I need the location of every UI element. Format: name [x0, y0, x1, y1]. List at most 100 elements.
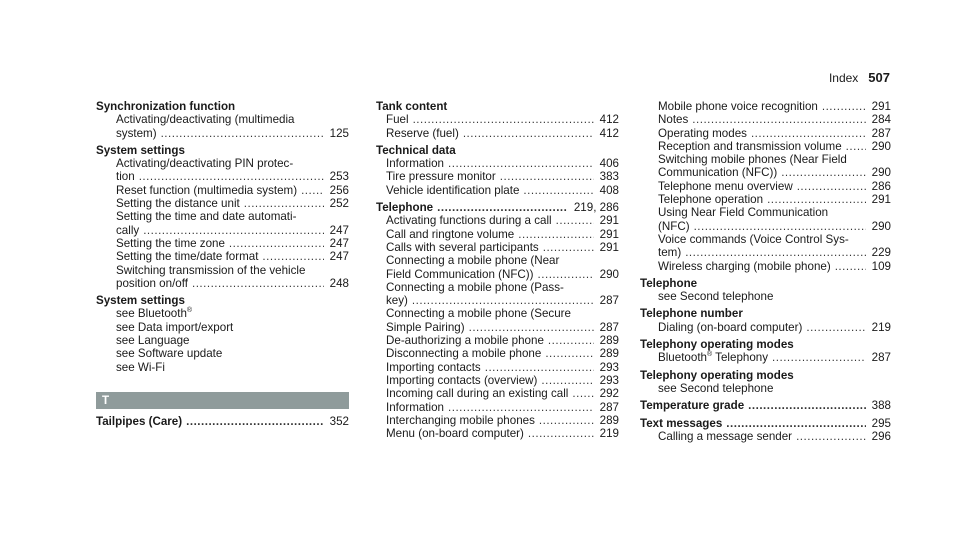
index-heading: Telephone: [640, 277, 891, 290]
entry-label: Activating functions during a call: [386, 214, 552, 228]
index-entry: Voice commands (Voice Control Sys-: [640, 233, 891, 246]
entry-text: Setting the time and date automati-: [116, 210, 296, 223]
entry-label: Activating/deactivating (multimedia: [116, 113, 295, 127]
entry-text: Field Communication (NFC)): [386, 268, 534, 281]
entry-text: Telephone: [640, 277, 697, 290]
page-reference: 352: [329, 414, 349, 428]
page-reference: 219, 286: [573, 201, 619, 215]
entry-label: Activating/deactivating PIN protec-: [116, 157, 294, 171]
entry-text: Setting the time/date format: [116, 250, 258, 263]
entry-label: Technical data: [376, 143, 456, 157]
page-reference: 284: [871, 113, 891, 127]
index-column-1: Synchronization function Activating/deact…: [96, 100, 349, 428]
dot-leader: [448, 401, 594, 414]
index-entry: key) 287: [376, 294, 619, 307]
page-reference: 247: [329, 223, 349, 237]
index-heading: Technical data: [376, 144, 619, 157]
index-entry: (NFC) 290: [640, 220, 891, 233]
page-reference: 248: [329, 276, 349, 290]
entry-text: Bluetooth® Telephony: [658, 351, 768, 364]
entry-label: Mobile phone voice recognition: [658, 100, 818, 113]
index-heading: Tank content: [376, 100, 619, 113]
entry-text: Voice commands (Voice Control Sys-: [658, 233, 849, 246]
page-reference: 291: [871, 100, 891, 113]
index-entry: Activating functions during a call 291: [376, 214, 619, 227]
page-reference: 412: [599, 113, 619, 127]
page-reference: 286: [871, 179, 891, 193]
entry-label: Notes: [658, 113, 689, 127]
entry-text: see Second telephone: [658, 290, 773, 303]
entry-text: Temperature grade: [640, 399, 744, 412]
dot-leader: [772, 351, 866, 364]
entry-text: Interchanging mobile phones: [386, 414, 535, 427]
index-entry: Fuel 412: [376, 113, 619, 126]
dot-leader: [548, 334, 594, 347]
index-entry: see Bluetooth®: [96, 307, 349, 320]
entry-text: Connecting a mobile phone (Pass-: [386, 281, 564, 294]
entry-text: De-authorizing a mobile phone: [386, 334, 544, 347]
page-reference: 289: [599, 413, 619, 427]
index-entry: Telephone menu overview 286: [640, 180, 891, 193]
index-entry: Tire pressure monitor 383: [376, 170, 619, 183]
entry-label: Telephone operation: [658, 193, 764, 207]
page-reference: 287: [599, 294, 619, 308]
entry-text: tem): [658, 246, 681, 259]
entry-text: system): [116, 127, 157, 140]
entry-label: Importing contacts (overview): [386, 373, 538, 387]
index-entry: see Wi-Fi: [96, 361, 349, 374]
entry-label: Wireless charging (mobile phone): [658, 259, 831, 273]
dot-leader: [685, 246, 865, 259]
index-entry: Bluetooth® Telephony 287: [640, 351, 891, 364]
dot-leader: [469, 321, 594, 334]
entry-label: System settings: [96, 143, 185, 157]
page-reference: 247: [329, 250, 349, 264]
page-reference: 293: [599, 360, 619, 374]
index-entry: Activating/deactivating PIN protec-: [96, 157, 349, 170]
entry-label: cally: [116, 223, 140, 237]
entry-label: Setting the distance unit: [116, 197, 240, 211]
index-entry: Call and ringtone volume 291: [376, 228, 619, 241]
dot-leader: [541, 374, 593, 387]
entry-text: Telephony operating modes: [640, 338, 794, 351]
entry-text: Connecting a mobile phone (Near: [386, 254, 559, 267]
index-entry: see Language: [96, 334, 349, 347]
index-heading: Telephony operating modes: [640, 338, 891, 351]
index-entry: Reserve (fuel) 412: [376, 127, 619, 140]
index-entry: position on/off 248: [96, 277, 349, 290]
entry-text: Setting the time zone: [116, 237, 225, 250]
index-entry: Simple Pairing) 287: [376, 321, 619, 334]
dot-leader: [748, 399, 865, 412]
index-heading: Telephony operating modes: [640, 369, 891, 382]
entry-text: Text messages: [640, 417, 722, 430]
entry-text: cally: [116, 224, 139, 237]
entry-label: Setting the time/date format: [116, 250, 259, 264]
entry-label: Field Communication (NFC)): [386, 267, 534, 281]
dot-leader: [523, 184, 593, 197]
entry-label: see Second telephone: [658, 290, 774, 304]
index-entry: Field Communication (NFC)) 290: [376, 268, 619, 281]
entry-text: Information: [386, 157, 444, 170]
page-reference: 296: [871, 429, 891, 443]
entry-label: System settings: [96, 294, 185, 308]
index-entry: tion 253: [96, 170, 349, 183]
entry-text: System settings: [96, 144, 185, 157]
entry-label: see Data import/export: [116, 320, 234, 334]
entry-text: Setting the distance unit: [116, 197, 240, 210]
entry-text: Tire pressure monitor: [386, 170, 496, 183]
dot-leader: [751, 127, 866, 140]
page-reference: 247: [329, 236, 349, 250]
index-entry: see Data import/export: [96, 321, 349, 334]
page-reference: 287: [599, 400, 619, 414]
dot-leader: [229, 237, 324, 250]
entry-label: Information: [386, 157, 444, 171]
entry-label: see Second telephone: [658, 381, 774, 395]
entry-label: Vehicle identification plate: [386, 183, 520, 197]
entry-text: Telephony operating modes: [640, 369, 794, 382]
page-reference: 219: [599, 427, 619, 441]
dot-leader: [556, 214, 594, 227]
entry-label: Using Near Field Communication: [658, 206, 829, 220]
entry-text: Reset function (multimedia system): [116, 184, 297, 197]
entry-text: position on/off: [116, 277, 188, 290]
index-entry: see Software update: [96, 347, 349, 360]
entry-label: De-authorizing a mobile phone: [386, 334, 544, 348]
